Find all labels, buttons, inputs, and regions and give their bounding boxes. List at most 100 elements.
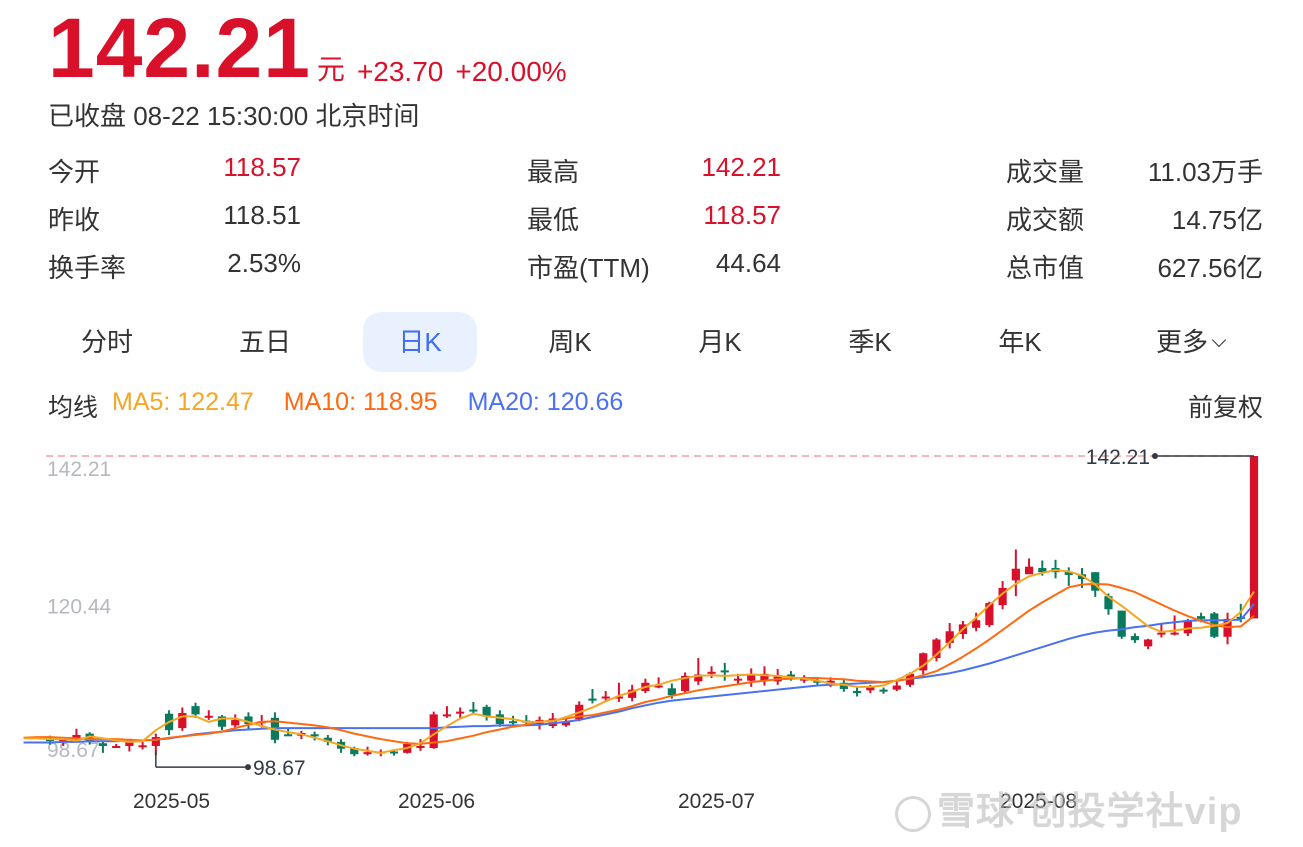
period-tabs: 分时 五日 日K 周K 月K 季K 年K 更多	[0, 312, 1303, 372]
candle[interactable]	[112, 743, 121, 748]
stat-label-open: 今开	[48, 157, 101, 187]
candle[interactable]	[588, 688, 597, 704]
candle[interactable]	[852, 687, 862, 697]
x-tick-label: 2025-08	[1000, 790, 1078, 813]
ma-legend-title: 均线	[48, 394, 99, 422]
candle[interactable]	[1130, 633, 1140, 643]
candle[interactable]	[1144, 638, 1153, 650]
candlestick-chart[interactable]: 142.21 120.44 98.67 142.21 98.67	[0, 430, 1303, 780]
candle[interactable]	[972, 612, 981, 632]
ma20-value: MA20: 120.66	[467, 388, 624, 416]
candle[interactable]	[614, 682, 624, 703]
tab-quarterly-k[interactable]: 季K	[848, 327, 892, 357]
stats-row: 昨收 118.51 最低 118.57 成交额 14.75亿	[0, 200, 1303, 240]
stat-value-low: 118.57	[703, 200, 781, 230]
ma5-line	[23, 569, 1255, 754]
candle[interactable]	[1024, 558, 1034, 575]
stat-label-market-cap: 总市值	[1006, 253, 1085, 283]
tab-more[interactable]: 更多	[1130, 312, 1250, 372]
x-tick-label: 2025-07	[678, 790, 756, 813]
candle[interactable]	[945, 623, 954, 649]
stat-label-low: 最低	[527, 205, 580, 235]
watermark-text: 雪球·创投学社vip	[937, 791, 1243, 833]
stat-label-volume: 成交量	[1006, 157, 1085, 187]
tab-weekly-k[interactable]: 周K	[548, 327, 592, 357]
candle[interactable]	[1223, 612, 1232, 645]
x-tick-label: 2025-05	[133, 790, 211, 813]
chevron-down-icon	[1211, 332, 1227, 348]
candle[interactable]	[1170, 615, 1179, 636]
tab-five-day[interactable]: 五日	[238, 327, 291, 357]
candle[interactable]	[482, 704, 491, 721]
candle[interactable]	[1064, 567, 1073, 586]
candle[interactable]	[747, 668, 756, 687]
stat-value-volume: 11.03万手	[1147, 157, 1263, 187]
candle[interactable]	[138, 741, 147, 750]
stats-row: 换手率 2.53% 市盈(TTM) 44.64 总市值 627.56亿	[0, 248, 1303, 288]
price-row: 142.21 元 +23.70 +20.00%	[48, 6, 567, 90]
candle[interactable]	[416, 739, 425, 751]
candle[interactable]	[1011, 549, 1020, 597]
price-change: +23.70	[356, 56, 444, 87]
ma-legend: 均线 MA5: 122.47 MA10: 118.95 MA20: 120.66	[48, 388, 653, 424]
stat-value-pe-ttm: 44.64	[715, 248, 781, 278]
stat-value-market-cap: 627.56亿	[1157, 253, 1263, 283]
current-price: 142.21	[48, 1, 311, 95]
watermark: 雪球·创投学社vip	[895, 780, 1243, 835]
candle[interactable]	[442, 706, 452, 718]
candle[interactable]	[98, 741, 108, 753]
currency-unit: 元	[316, 54, 345, 85]
x-tick-label: 2025-06	[398, 790, 476, 813]
candle[interactable]	[1249, 456, 1259, 619]
candle[interactable]	[932, 638, 941, 662]
watermark-logo-icon	[895, 795, 931, 832]
ma20-line	[23, 603, 1255, 744]
y-tick-label: 98.67	[47, 739, 100, 762]
candle[interactable]	[654, 677, 663, 689]
stat-label-pe-ttm: 市盈(TTM)	[527, 253, 650, 283]
candle[interactable]	[191, 702, 200, 718]
candle[interactable]	[204, 710, 213, 720]
stat-value-high: 142.21	[701, 152, 781, 182]
ma10-line	[23, 582, 1255, 745]
min-marker-label: 98.67	[253, 757, 306, 780]
candle[interactable]	[244, 712, 253, 729]
tab-yearly-k[interactable]: 年K	[998, 327, 1042, 357]
stat-label-high: 最高	[527, 157, 580, 187]
candle[interactable]	[628, 684, 637, 702]
tab-more-label: 更多	[1155, 327, 1208, 357]
adjust-mode-button[interactable]: 前复权	[1187, 394, 1263, 422]
candle[interactable]	[892, 680, 901, 692]
stat-label-turnover: 成交额	[1006, 205, 1085, 235]
candle[interactable]	[694, 658, 703, 685]
stat-value-open: 118.57	[223, 152, 301, 182]
candle[interactable]	[178, 707, 187, 731]
stat-value-turnover-rate: 2.53%	[227, 248, 301, 278]
price-change-percent: +20.00%	[455, 56, 567, 87]
candle[interactable]	[469, 702, 478, 714]
y-tick-label: 142.21	[47, 458, 111, 481]
ma10-value: MA10: 118.95	[283, 388, 438, 416]
stat-label-prev-close: 昨收	[48, 205, 101, 235]
stats-row: 今开 118.57 最高 142.21 成交量 11.03万手	[0, 152, 1303, 192]
candle[interactable]	[998, 581, 1007, 610]
stat-value-prev-close: 118.51	[223, 200, 301, 230]
tab-monthly-k[interactable]: 月K	[698, 327, 742, 357]
market-status: 已收盘 08-22 15:30:00 北京时间	[48, 101, 420, 131]
candle[interactable]	[323, 734, 332, 746]
stat-label-turnover-rate: 换手率	[48, 253, 127, 283]
tab-intraday[interactable]: 分时	[80, 327, 133, 357]
candle[interactable]	[720, 662, 729, 681]
candle[interactable]	[310, 731, 319, 741]
candle[interactable]	[1051, 559, 1060, 579]
candle[interactable]	[217, 715, 227, 731]
candle[interactable]	[1117, 610, 1126, 639]
max-marker-label: 142.21	[1086, 446, 1150, 469]
candle[interactable]	[231, 714, 240, 729]
candle[interactable]	[680, 672, 690, 694]
candle[interactable]	[879, 687, 888, 694]
tab-daily-k[interactable]: 日K	[363, 312, 477, 372]
stat-value-turnover: 14.75亿	[1171, 205, 1263, 235]
candle[interactable]	[601, 691, 610, 701]
candle[interactable]	[456, 707, 465, 719]
